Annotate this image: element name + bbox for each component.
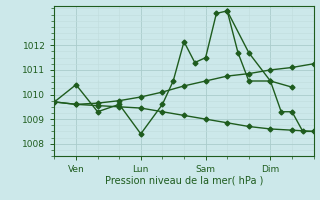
X-axis label: Pression niveau de la mer( hPa ): Pression niveau de la mer( hPa ): [105, 175, 263, 185]
